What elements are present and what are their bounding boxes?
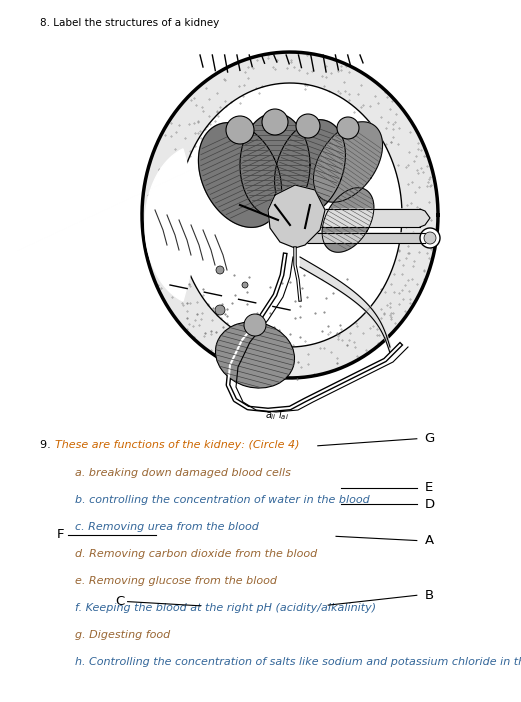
Polygon shape	[305, 233, 428, 243]
Polygon shape	[145, 130, 230, 320]
Ellipse shape	[216, 322, 294, 388]
Polygon shape	[240, 113, 310, 217]
Circle shape	[424, 232, 436, 244]
Polygon shape	[305, 209, 430, 227]
Text: E: E	[425, 482, 433, 494]
Circle shape	[215, 305, 225, 315]
Text: h. Controlling the concentration of salts like sodium and potassium chloride in : h. Controlling the concentration of salt…	[75, 657, 521, 667]
Text: C: C	[116, 595, 125, 608]
Polygon shape	[142, 52, 438, 378]
Text: B: B	[425, 589, 434, 602]
Text: a. breaking down damaged blood cells: a. breaking down damaged blood cells	[75, 468, 291, 478]
Polygon shape	[322, 187, 374, 252]
Circle shape	[242, 282, 248, 288]
Circle shape	[231, 331, 239, 339]
Circle shape	[216, 266, 224, 274]
Circle shape	[296, 114, 320, 138]
Polygon shape	[142, 52, 438, 378]
Circle shape	[244, 314, 266, 336]
Text: g. Digesting food: g. Digesting food	[75, 630, 170, 640]
Text: F: F	[56, 529, 64, 541]
Text: c. Removing urea from the blood: c. Removing urea from the blood	[75, 522, 259, 532]
Text: $a_{ii}$ $l_{ai}$: $a_{ii}$ $l_{ai}$	[265, 408, 289, 422]
Text: e. Removing glucose from the blood: e. Removing glucose from the blood	[75, 576, 277, 586]
Polygon shape	[205, 155, 240, 285]
Text: 8. Label the structures of a kidney: 8. Label the structures of a kidney	[40, 18, 219, 28]
Circle shape	[255, 365, 265, 375]
Polygon shape	[178, 83, 402, 347]
Text: 9.: 9.	[40, 440, 54, 450]
Text: A: A	[425, 534, 434, 547]
Circle shape	[276, 341, 284, 349]
Text: b. controlling the concentration of water in the blood: b. controlling the concentration of wate…	[75, 495, 370, 505]
Circle shape	[420, 228, 440, 248]
Polygon shape	[275, 120, 345, 216]
Circle shape	[262, 109, 288, 135]
Circle shape	[337, 117, 359, 139]
Polygon shape	[268, 185, 325, 248]
Polygon shape	[199, 123, 281, 227]
Text: G: G	[425, 432, 435, 445]
Text: D: D	[425, 498, 435, 510]
Polygon shape	[314, 121, 382, 202]
Text: f. Keeping the blood at the right pH (acidity/alkalinity): f. Keeping the blood at the right pH (ac…	[75, 603, 376, 613]
Circle shape	[226, 116, 254, 144]
Text: These are functions of the kidney: (Circle 4): These are functions of the kidney: (Circ…	[55, 440, 300, 450]
Text: d. Removing carbon dioxide from the blood: d. Removing carbon dioxide from the bloo…	[75, 549, 317, 559]
